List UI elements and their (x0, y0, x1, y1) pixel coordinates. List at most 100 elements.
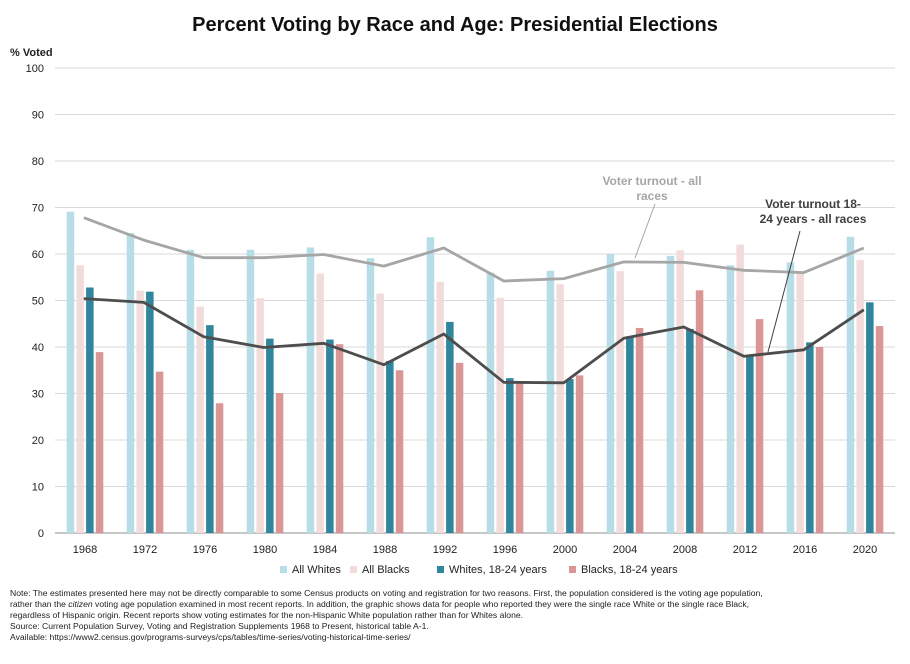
y-tick-label: 70 (32, 203, 44, 215)
bar-blacks-18-24-years (335, 344, 344, 533)
y-tick-label: 80 (32, 156, 44, 168)
y-axis-label: % Voted (10, 47, 53, 59)
bar-all-blacks (556, 284, 564, 533)
annotation-leader (767, 230, 801, 353)
bar-all-whites (486, 272, 495, 533)
bar-blacks-18-24-years (155, 371, 164, 533)
note-line-3: regardless of Hispanic origin. Recent re… (10, 610, 524, 620)
line-voter-turnout-18-24-years-all-races (83, 297, 865, 385)
legend-label: All Whites (292, 564, 341, 576)
bar-whites-18-24-years (506, 378, 514, 533)
legend-swatch (350, 566, 357, 573)
bar-all-whites (246, 249, 255, 533)
bar-all-whites (126, 233, 135, 533)
x-tick-label: 2012 (733, 544, 757, 556)
bar-blacks-18-24-years (755, 319, 764, 533)
bar-blacks-18-24-years (215, 403, 224, 533)
bar-whites-18-24-years (446, 321, 454, 533)
legend-swatch (437, 566, 444, 573)
x-tick-label: 2004 (613, 544, 637, 556)
y-tick-label: 40 (32, 342, 44, 354)
y-tick-label: 90 (32, 110, 44, 122)
bar-whites-18-24-years (266, 338, 274, 533)
annotation-label: Voter turnout 18-24 years - all races (760, 197, 867, 226)
bar-whites-18-24-years (746, 356, 754, 533)
bar-all-whites (606, 254, 615, 533)
bar-all-blacks (856, 260, 864, 533)
bar-blacks-18-24-years (455, 362, 464, 533)
annotation-leader (634, 203, 656, 259)
x-tick-label: 2016 (793, 544, 817, 556)
line-voter-turnout-all-races (83, 216, 865, 283)
bar-all-blacks (676, 250, 684, 533)
bar-all-whites (786, 262, 795, 533)
source-text: Source: Current Population Survey, Votin… (10, 621, 429, 631)
legend: All Whites All Blacks Whites, 18-24 years B… (280, 564, 678, 576)
bar-whites-18-24-years (866, 302, 874, 533)
bar-blacks-18-24-years (575, 375, 584, 533)
bar-all-blacks (316, 273, 324, 533)
bar-all-whites (546, 270, 555, 533)
bar-all-whites (846, 236, 855, 534)
bar-all-whites (306, 247, 315, 534)
x-tick-label: 1988 (373, 544, 397, 556)
bar-all-whites (66, 211, 75, 533)
bar-whites-18-24-years (326, 339, 334, 533)
x-tick-label: 1972 (133, 544, 157, 556)
annotations: Voter turnout - all races Voter turnout 18… (602, 174, 867, 353)
legend-swatch (569, 566, 576, 573)
footnotes: Note: The estimates presented here may n… (10, 588, 900, 643)
bar-blacks-18-24-years (515, 382, 524, 533)
x-tick-label: 1968 (73, 544, 97, 556)
bar-all-whites (426, 237, 435, 533)
bar-whites-18-24-years (386, 360, 394, 533)
y-tick-labels: 0 10 20 30 40 50 60 70 80 90 100 (26, 63, 44, 540)
bar-all-blacks (796, 273, 804, 533)
bar-blacks-18-24-years (635, 327, 644, 533)
x-tick-label: 2000 (553, 544, 577, 556)
bar-whites-18-24-years (146, 291, 154, 533)
bar-all-blacks (496, 297, 504, 533)
legend-swatch (280, 566, 287, 573)
note-line-2: rather than the citizen voting age popul… (10, 599, 750, 609)
y-tick-label: 30 (32, 389, 44, 401)
bar-all-blacks (736, 244, 744, 533)
y-tick-label: 100 (26, 63, 44, 75)
chart-title: Percent Voting by Race and Age: Presiden… (192, 14, 718, 36)
x-tick-label: 2020 (853, 544, 877, 556)
bars (66, 211, 884, 534)
legend-label: Blacks, 18-24 years (581, 564, 678, 576)
bar-all-whites (186, 249, 195, 533)
bar-blacks-18-24-years (395, 370, 404, 533)
x-tick-label: 1992 (433, 544, 457, 556)
bar-all-blacks (136, 290, 144, 533)
trend-lines (83, 216, 865, 385)
y-tick-label: 50 (32, 296, 44, 308)
x-tick-label: 1976 (193, 544, 217, 556)
gridlines (55, 67, 895, 534)
legend-label: Whites, 18-24 years (449, 564, 547, 576)
x-tick-labels: 1968 1972 1976 1980 1984 1988 1992 1996 2000 2004… (73, 544, 877, 556)
bar-all-blacks (76, 265, 84, 533)
bar-blacks-18-24-years (275, 393, 284, 533)
bar-whites-18-24-years (806, 342, 814, 533)
x-tick-label: 1996 (493, 544, 517, 556)
bar-all-whites (726, 265, 735, 533)
bar-blacks-18-24-years (875, 326, 884, 533)
y-tick-label: 20 (32, 435, 44, 447)
bar-all-blacks (256, 298, 264, 533)
available-url: Available: https://www2.census.gov/progr… (10, 632, 411, 642)
bar-whites-18-24-years (626, 336, 634, 533)
bar-whites-18-24-years (566, 379, 574, 533)
x-tick-label: 1980 (253, 544, 277, 556)
bar-whites-18-24-years (206, 325, 214, 533)
bar-all-whites (366, 258, 375, 533)
bar-all-blacks (616, 271, 624, 533)
bar-all-blacks (376, 293, 384, 533)
bar-blacks-18-24-years (695, 290, 704, 533)
note-line-1: Note: The estimates presented here may n… (10, 588, 763, 598)
legend-label: All Blacks (362, 564, 410, 576)
y-tick-label: 0 (38, 528, 44, 540)
bar-all-whites (666, 255, 675, 534)
